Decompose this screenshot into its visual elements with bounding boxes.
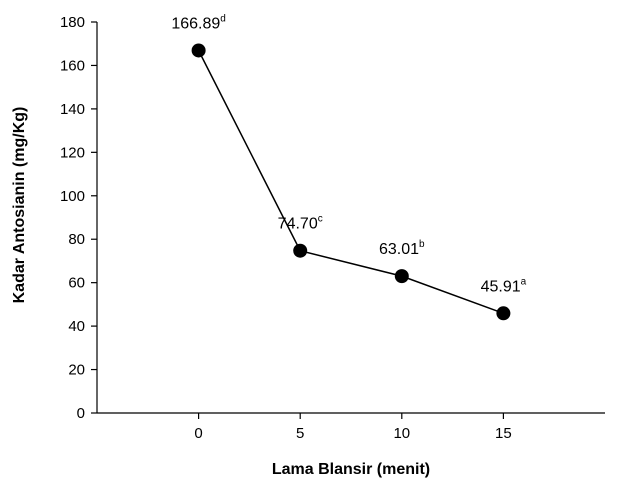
x-tick-label: 15 [495, 425, 512, 442]
data-label: 45.91a [481, 276, 527, 295]
series-line [197, 50, 504, 314]
y-tick-label: 20 [68, 362, 85, 379]
data-label-value: 45.91 [481, 278, 521, 295]
y-tick-label: 140 [60, 101, 85, 118]
data-point [394, 269, 409, 284]
data-label-value: 63.01 [379, 241, 419, 258]
x-axis: 0 5 10 15 [97, 412, 605, 442]
y-axis: 0 20 40 60 80 100 120 140 160 180 [60, 14, 98, 422]
data-label-value: 166.89 [171, 15, 220, 32]
data-point [191, 43, 206, 58]
data-point [496, 306, 511, 321]
data-label-superscript: d [220, 13, 226, 24]
y-tick-label: 40 [68, 318, 85, 335]
x-axis-title: Lama Blansir (menit) [272, 461, 430, 478]
data-label-superscript: c [318, 214, 323, 225]
data-point [293, 243, 308, 258]
y-axis-title: Kadar Antosianin (mg/Kg) [11, 107, 28, 304]
y-tick-label: 120 [60, 144, 85, 161]
x-tick-label: 10 [393, 425, 410, 442]
data-label: 74.70c [278, 214, 323, 233]
y-tick-label: 80 [68, 231, 85, 248]
plot-area: 166.89d 74.70c 63.01b 45.91a [171, 13, 527, 321]
y-tick-label: 0 [77, 405, 85, 422]
data-label: 166.89d [171, 13, 226, 32]
data-label-superscript: b [419, 239, 425, 250]
y-tick-label: 100 [60, 188, 85, 205]
y-tick-label: 60 [68, 275, 85, 292]
x-tick-label: 5 [296, 425, 304, 442]
y-tick-label: 160 [60, 57, 85, 74]
x-tick-label: 0 [194, 425, 202, 442]
y-tick-label: 180 [60, 14, 85, 31]
data-label: 63.01b [379, 239, 425, 258]
data-label-superscript: a [521, 276, 527, 287]
data-label-value: 74.70 [278, 216, 318, 233]
